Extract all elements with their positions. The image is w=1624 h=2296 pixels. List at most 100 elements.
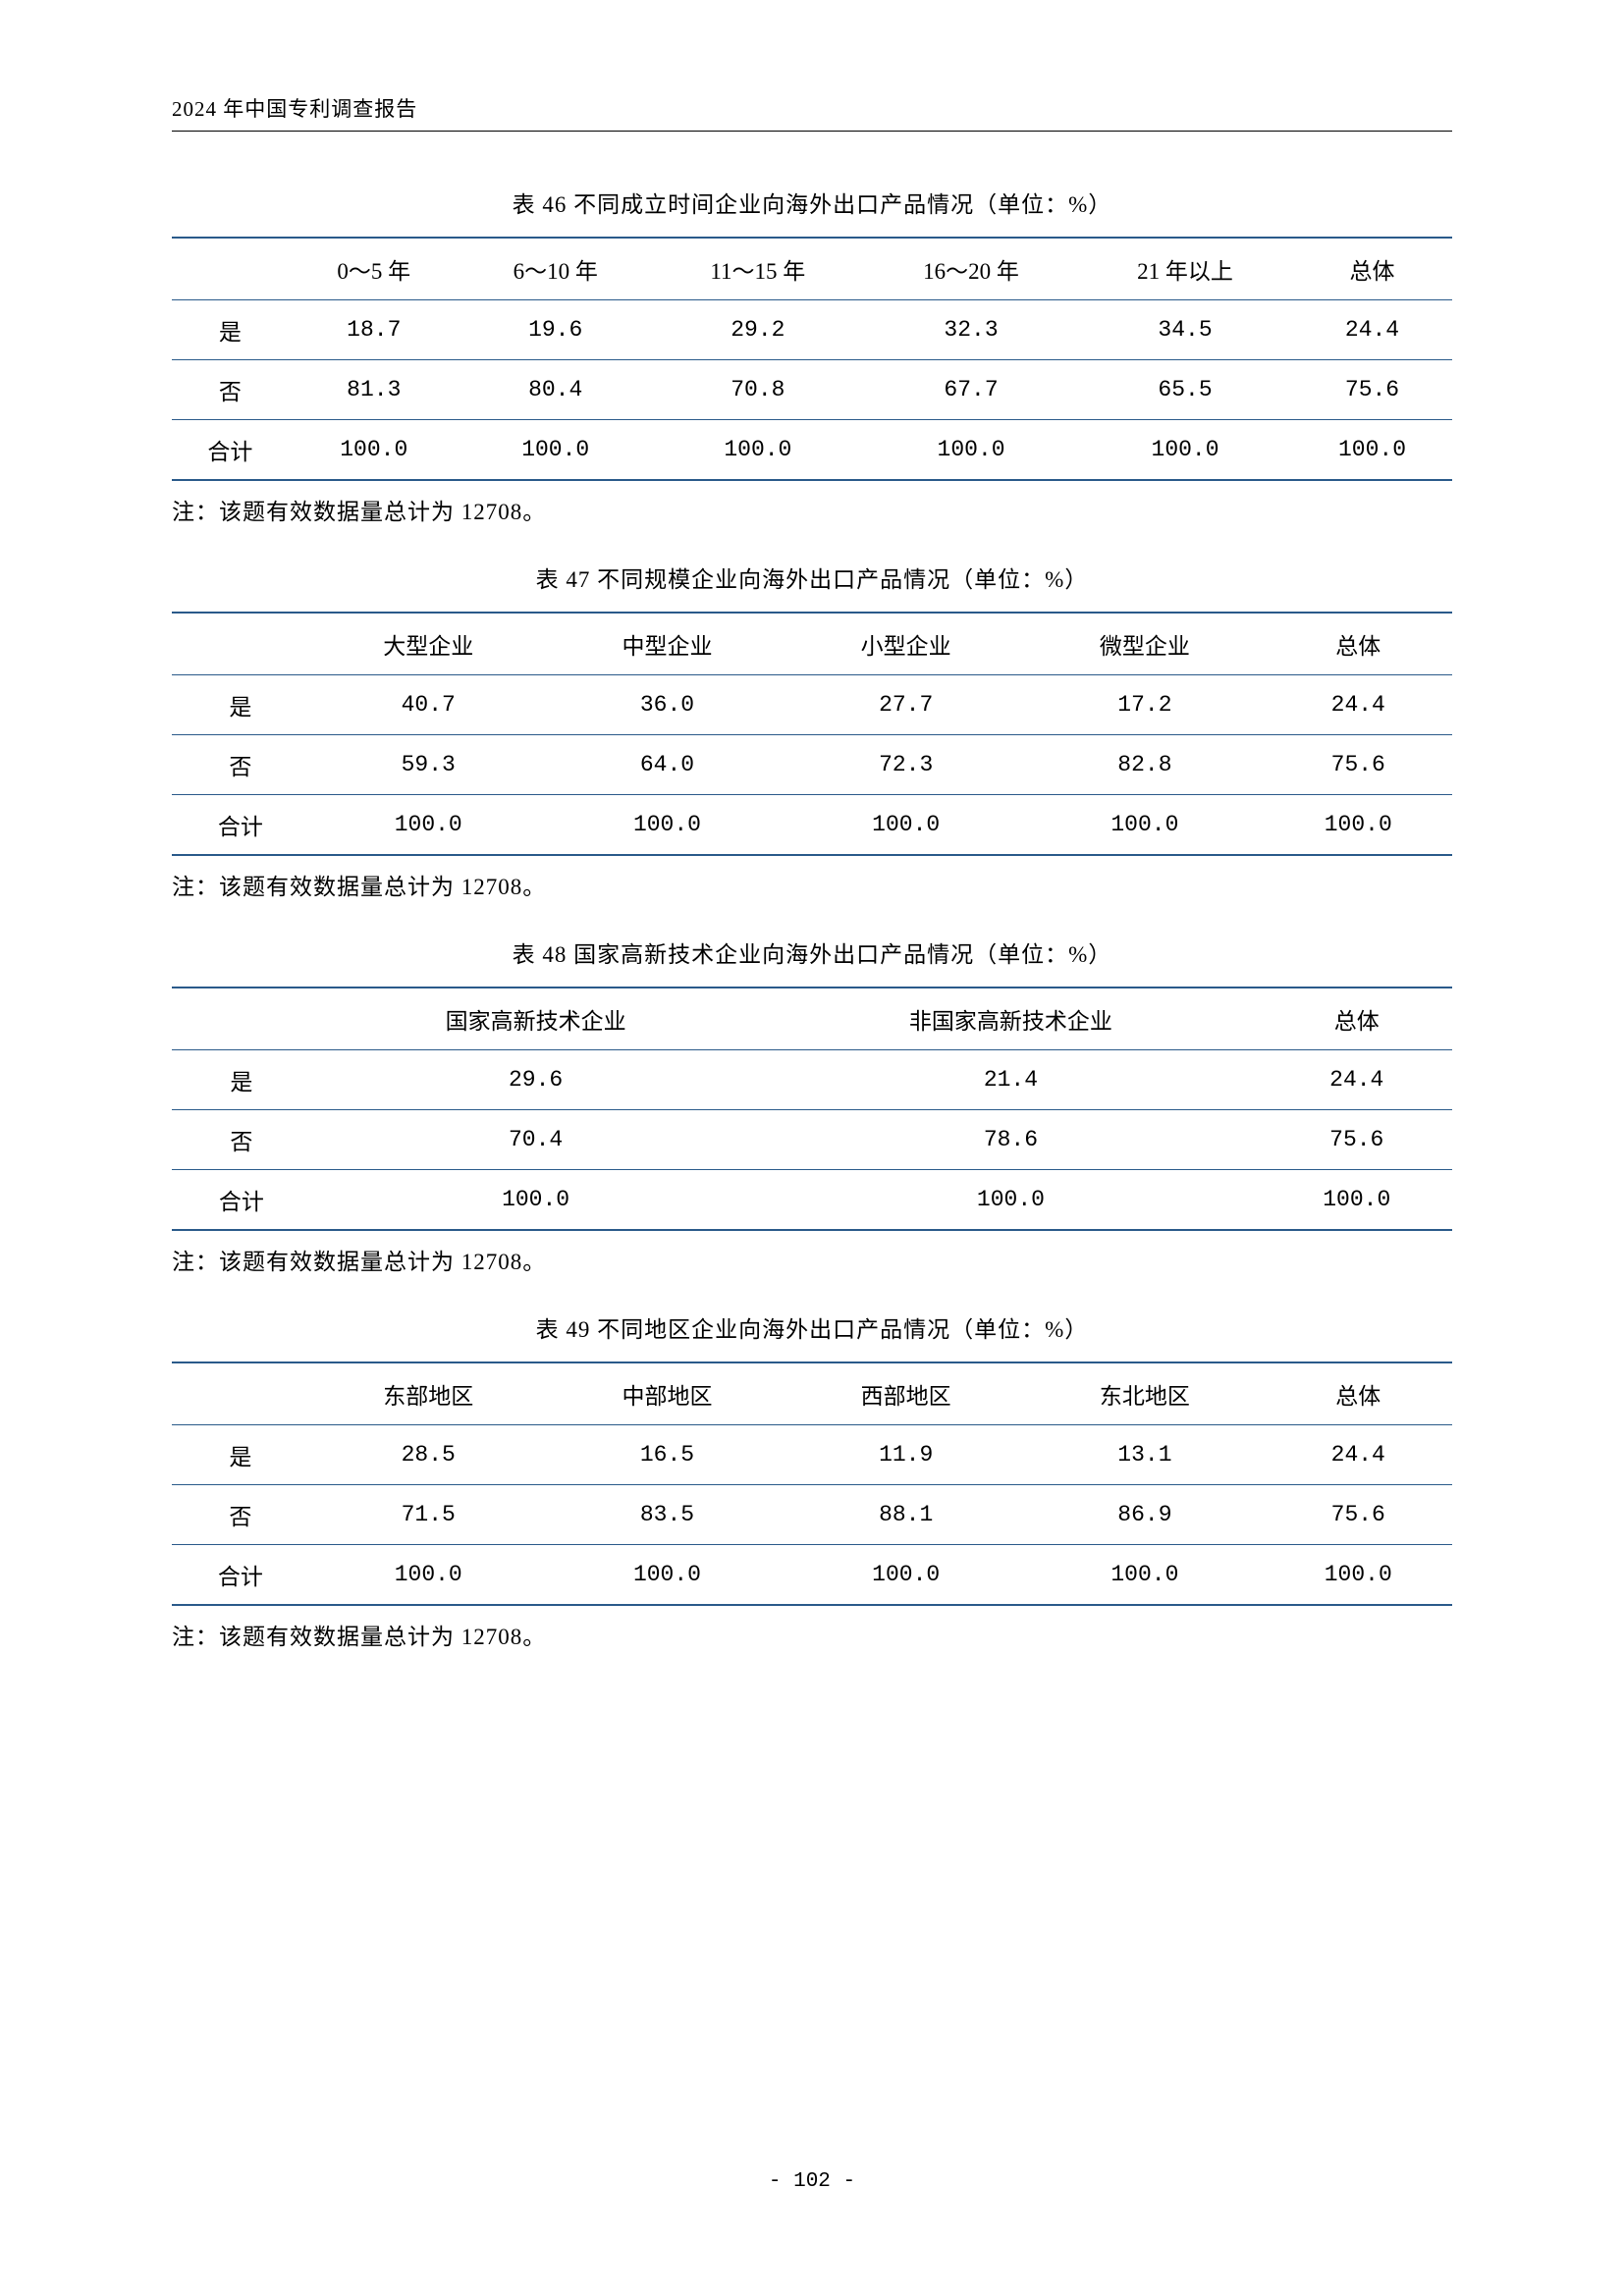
table-cell: 是 <box>172 675 309 735</box>
table-cell: 100.0 <box>864 420 1078 481</box>
table-header-cell <box>172 238 289 300</box>
table-title: 表 47 不同规模企业向海外出口产品情况（单位：%） <box>172 561 1452 594</box>
table-cell: 78.6 <box>760 1110 1261 1170</box>
table-row: 否71.583.588.186.975.6 <box>172 1485 1452 1545</box>
table-header-cell <box>172 1362 309 1425</box>
table-note: 注：该题有效数据量总计为 12708。 <box>172 868 1452 901</box>
table-header-cell <box>172 613 309 675</box>
table-cell: 71.5 <box>309 1485 548 1545</box>
table-block: 表 46 不同成立时间企业向海外出口产品情况（单位：%）0～5 年6～10 年1… <box>172 186 1452 526</box>
table-cell: 75.6 <box>1265 735 1453 795</box>
table-cell: 24.4 <box>1262 1050 1453 1110</box>
table-header-cell: 小型企业 <box>786 613 1025 675</box>
table-row: 是18.719.629.232.334.524.4 <box>172 300 1452 360</box>
table-cell: 100.0 <box>760 1170 1261 1231</box>
table-row: 合计100.0100.0100.0 <box>172 1170 1452 1231</box>
table-cell: 65.5 <box>1078 360 1292 420</box>
table-cell: 82.8 <box>1025 735 1264 795</box>
table-note: 注：该题有效数据量总计为 12708。 <box>172 493 1452 526</box>
table-header-cell: 微型企业 <box>1025 613 1264 675</box>
table-cell: 100.0 <box>1262 1170 1453 1231</box>
table-header-cell: 大型企业 <box>309 613 548 675</box>
table-cell: 100.0 <box>1265 795 1453 856</box>
page-container: 2024 年中国专利调查报告 表 46 不同成立时间企业向海外出口产品情况（单位… <box>0 0 1624 1651</box>
table-row: 是40.736.027.717.224.4 <box>172 675 1452 735</box>
table-cell: 否 <box>172 735 309 795</box>
table-row: 否59.364.072.382.875.6 <box>172 735 1452 795</box>
table-header-cell: 11～15 年 <box>652 238 864 300</box>
table-cell: 59.3 <box>309 735 548 795</box>
table-cell: 否 <box>172 360 289 420</box>
table-cell: 21.4 <box>760 1050 1261 1110</box>
table-header-cell: 东部地区 <box>309 1362 548 1425</box>
data-table: 东部地区中部地区西部地区东北地区总体是28.516.511.913.124.4否… <box>172 1362 1452 1606</box>
table-block: 表 49 不同地区企业向海外出口产品情况（单位：%） 东部地区中部地区西部地区东北… <box>172 1310 1452 1651</box>
table-header-cell: 总体 <box>1292 238 1452 300</box>
table-cell: 24.4 <box>1265 1425 1453 1485</box>
table-row: 是28.516.511.913.124.4 <box>172 1425 1452 1485</box>
table-title: 表 48 国家高新技术企业向海外出口产品情况（单位：%） <box>172 935 1452 969</box>
table-cell: 29.2 <box>652 300 864 360</box>
table-cell: 100.0 <box>311 1170 761 1231</box>
page-number: - 102 - <box>0 2170 1624 2193</box>
table-row: 合计100.0100.0100.0100.0100.0 <box>172 1545 1452 1606</box>
table-cell: 70.8 <box>652 360 864 420</box>
table-cell: 100.0 <box>1025 1545 1264 1606</box>
table-header-cell: 16～20 年 <box>864 238 1078 300</box>
table-cell: 11.9 <box>786 1425 1025 1485</box>
table-cell: 67.7 <box>864 360 1078 420</box>
tables-container: 表 46 不同成立时间企业向海外出口产品情况（单位：%）0～5 年6～10 年1… <box>172 186 1452 1651</box>
table-cell: 100.0 <box>289 420 460 481</box>
table-header-cell <box>172 988 311 1050</box>
table-title: 表 46 不同成立时间企业向海外出口产品情况（单位：%） <box>172 186 1452 219</box>
table-cell: 32.3 <box>864 300 1078 360</box>
table-header-cell: 东北地区 <box>1025 1362 1264 1425</box>
table-cell: 13.1 <box>1025 1425 1264 1485</box>
table-cell: 64.0 <box>548 735 786 795</box>
table-cell: 合计 <box>172 1545 309 1606</box>
table-header-cell: 中部地区 <box>548 1362 786 1425</box>
table-row: 否70.478.675.6 <box>172 1110 1452 1170</box>
page-header: 2024 年中国专利调查报告 <box>172 93 1452 132</box>
table-header-cell: 国家高新技术企业 <box>311 988 761 1050</box>
table-cell: 88.1 <box>786 1485 1025 1545</box>
table-cell: 100.0 <box>786 1545 1025 1606</box>
table-header-cell: 非国家高新技术企业 <box>760 988 1261 1050</box>
table-cell: 合计 <box>172 420 289 481</box>
table-cell: 24.4 <box>1292 300 1452 360</box>
table-note: 注：该题有效数据量总计为 12708。 <box>172 1618 1452 1651</box>
data-table: 0～5 年6～10 年11～15 年16～20 年21 年以上总体是18.719… <box>172 237 1452 481</box>
header-title: 2024 年中国专利调查报告 <box>172 93 1452 123</box>
table-cell: 100.0 <box>548 795 786 856</box>
table-cell: 100.0 <box>309 1545 548 1606</box>
table-cell: 100.0 <box>548 1545 786 1606</box>
table-cell: 27.7 <box>786 675 1025 735</box>
table-cell: 81.3 <box>289 360 460 420</box>
table-header-cell: 0～5 年 <box>289 238 460 300</box>
table-cell: 40.7 <box>309 675 548 735</box>
table-row: 是29.621.424.4 <box>172 1050 1452 1110</box>
table-header-cell: 西部地区 <box>786 1362 1025 1425</box>
table-cell: 24.4 <box>1265 675 1453 735</box>
table-note: 注：该题有效数据量总计为 12708。 <box>172 1243 1452 1276</box>
table-cell: 100.0 <box>1265 1545 1453 1606</box>
table-header-cell: 总体 <box>1265 1362 1453 1425</box>
table-cell: 17.2 <box>1025 675 1264 735</box>
table-cell: 100.0 <box>1078 420 1292 481</box>
table-cell: 36.0 <box>548 675 786 735</box>
table-header-cell: 21 年以上 <box>1078 238 1292 300</box>
table-cell: 75.6 <box>1265 1485 1453 1545</box>
table-cell: 16.5 <box>548 1425 786 1485</box>
table-cell: 合计 <box>172 1170 311 1231</box>
table-header-cell: 总体 <box>1265 613 1453 675</box>
table-cell: 18.7 <box>289 300 460 360</box>
table-block: 表 48 国家高新技术企业向海外出口产品情况（单位：%） 国家高新技术企业非国家高… <box>172 935 1452 1276</box>
table-header-cell: 6～10 年 <box>460 238 652 300</box>
table-cell: 28.5 <box>309 1425 548 1485</box>
table-row: 合计100.0100.0100.0100.0100.0 <box>172 795 1452 856</box>
table-row: 合计100.0100.0100.0100.0100.0100.0 <box>172 420 1452 481</box>
table-block: 表 47 不同规模企业向海外出口产品情况（单位：%）大型企业中型企业小型企业微型… <box>172 561 1452 901</box>
table-cell: 是 <box>172 1425 309 1485</box>
table-cell: 72.3 <box>786 735 1025 795</box>
table-title: 表 49 不同地区企业向海外出口产品情况（单位：%） <box>172 1310 1452 1344</box>
